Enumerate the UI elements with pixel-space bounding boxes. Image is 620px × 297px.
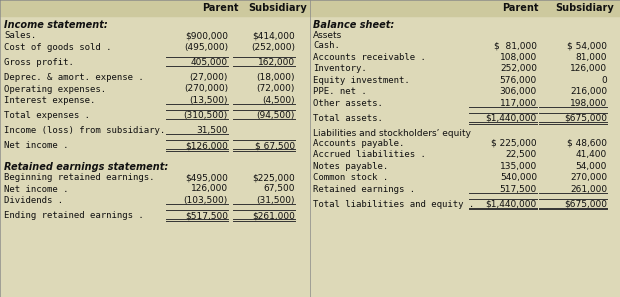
Text: $495,000: $495,000 bbox=[185, 173, 228, 182]
Text: 261,000: 261,000 bbox=[570, 184, 607, 194]
Text: Balance sheet:: Balance sheet: bbox=[313, 20, 394, 30]
Text: (270,000): (270,000) bbox=[184, 85, 228, 94]
Text: (13,500): (13,500) bbox=[190, 96, 228, 105]
Text: Inventory.: Inventory. bbox=[313, 64, 367, 73]
Text: Total expenses .: Total expenses . bbox=[4, 111, 90, 120]
Text: 576,000: 576,000 bbox=[500, 76, 537, 85]
Text: 162,000: 162,000 bbox=[258, 58, 295, 67]
Text: $1,440,000: $1,440,000 bbox=[485, 200, 537, 208]
Text: (18,000): (18,000) bbox=[257, 73, 295, 82]
Text: Dividends .: Dividends . bbox=[4, 196, 63, 205]
Text: $675,000: $675,000 bbox=[564, 200, 607, 208]
Text: Parent: Parent bbox=[502, 3, 538, 13]
Text: Income (loss) from subsidiary.: Income (loss) from subsidiary. bbox=[4, 126, 166, 135]
Text: 540,000: 540,000 bbox=[500, 173, 537, 182]
Text: Total liabilities and equity .: Total liabilities and equity . bbox=[313, 200, 474, 208]
Text: (31,500): (31,500) bbox=[257, 196, 295, 205]
Text: Accounts payable.: Accounts payable. bbox=[313, 138, 404, 148]
Text: 31,500: 31,500 bbox=[197, 126, 228, 135]
Text: $  81,000: $ 81,000 bbox=[494, 41, 537, 50]
Text: Operating expenses.: Operating expenses. bbox=[4, 85, 106, 94]
Text: $ 225,000: $ 225,000 bbox=[492, 138, 537, 148]
Text: Total assets.: Total assets. bbox=[313, 114, 383, 123]
Text: $261,000: $261,000 bbox=[252, 211, 295, 220]
Text: 306,000: 306,000 bbox=[500, 87, 537, 96]
Text: (94,500): (94,500) bbox=[257, 111, 295, 120]
Text: 405,000: 405,000 bbox=[191, 58, 228, 67]
Bar bbox=[0, 0, 620, 16]
Text: 270,000: 270,000 bbox=[570, 173, 607, 182]
Text: Net income .: Net income . bbox=[4, 141, 68, 150]
Text: (252,000): (252,000) bbox=[251, 43, 295, 52]
Text: Common stock .: Common stock . bbox=[313, 173, 388, 182]
Text: Deprec. & amort. expense .: Deprec. & amort. expense . bbox=[4, 73, 144, 82]
Text: $ 67,500: $ 67,500 bbox=[255, 141, 295, 150]
Text: (27,000): (27,000) bbox=[190, 73, 228, 82]
Text: Equity investment.: Equity investment. bbox=[313, 76, 410, 85]
Text: $414,000: $414,000 bbox=[252, 31, 295, 40]
Text: $225,000: $225,000 bbox=[252, 173, 295, 182]
Text: 81,000: 81,000 bbox=[575, 53, 607, 62]
Text: 67,500: 67,500 bbox=[264, 184, 295, 194]
Text: Subsidiary: Subsidiary bbox=[556, 3, 614, 13]
Text: Other assets.: Other assets. bbox=[313, 99, 383, 108]
Text: 517,500: 517,500 bbox=[500, 184, 537, 194]
Text: Retained earnings statement:: Retained earnings statement: bbox=[4, 162, 168, 171]
Text: Accrued liabilities .: Accrued liabilities . bbox=[313, 150, 426, 159]
Text: (103,500): (103,500) bbox=[184, 196, 228, 205]
Text: 198,000: 198,000 bbox=[570, 99, 607, 108]
Text: Ending retained earnings .: Ending retained earnings . bbox=[4, 211, 144, 220]
Text: (72,000): (72,000) bbox=[257, 85, 295, 94]
Text: (4,500): (4,500) bbox=[262, 96, 295, 105]
Text: Assets: Assets bbox=[313, 31, 342, 40]
Text: (310,500): (310,500) bbox=[184, 111, 228, 120]
Text: Retained earnings .: Retained earnings . bbox=[313, 184, 415, 194]
Text: $675,000: $675,000 bbox=[564, 114, 607, 123]
Text: $517,500: $517,500 bbox=[185, 211, 228, 220]
Text: Sales.: Sales. bbox=[4, 31, 36, 40]
Text: 216,000: 216,000 bbox=[570, 87, 607, 96]
Text: Notes payable.: Notes payable. bbox=[313, 162, 388, 170]
Text: Subsidiary: Subsidiary bbox=[249, 3, 308, 13]
Text: Income statement:: Income statement: bbox=[4, 20, 108, 30]
Text: Cost of goods sold .: Cost of goods sold . bbox=[4, 43, 112, 52]
Text: 252,000: 252,000 bbox=[500, 64, 537, 73]
Text: Beginning retained earnings.: Beginning retained earnings. bbox=[4, 173, 154, 182]
Text: $ 48,600: $ 48,600 bbox=[567, 138, 607, 148]
Text: 54,000: 54,000 bbox=[575, 162, 607, 170]
Text: 108,000: 108,000 bbox=[500, 53, 537, 62]
Text: $1,440,000: $1,440,000 bbox=[485, 114, 537, 123]
Text: Parent: Parent bbox=[202, 3, 238, 13]
Text: 41,400: 41,400 bbox=[576, 150, 607, 159]
Text: Liabilities and stockholders’ equity: Liabilities and stockholders’ equity bbox=[313, 129, 471, 138]
Text: 126,000: 126,000 bbox=[191, 184, 228, 194]
Text: Gross profit.: Gross profit. bbox=[4, 58, 74, 67]
Text: $900,000: $900,000 bbox=[185, 31, 228, 40]
Text: Cash.: Cash. bbox=[313, 41, 340, 50]
Text: 22,500: 22,500 bbox=[506, 150, 537, 159]
Text: PPE. net .: PPE. net . bbox=[313, 87, 367, 96]
Text: Accounts receivable .: Accounts receivable . bbox=[313, 53, 426, 62]
Text: 135,000: 135,000 bbox=[500, 162, 537, 170]
Text: Net income .: Net income . bbox=[4, 184, 68, 194]
Text: 117,000: 117,000 bbox=[500, 99, 537, 108]
Text: Interest expense.: Interest expense. bbox=[4, 96, 95, 105]
Text: (495,000): (495,000) bbox=[184, 43, 228, 52]
Text: 126,000: 126,000 bbox=[570, 64, 607, 73]
Text: $126,000: $126,000 bbox=[185, 141, 228, 150]
Text: $ 54,000: $ 54,000 bbox=[567, 41, 607, 50]
Text: 0: 0 bbox=[601, 76, 607, 85]
